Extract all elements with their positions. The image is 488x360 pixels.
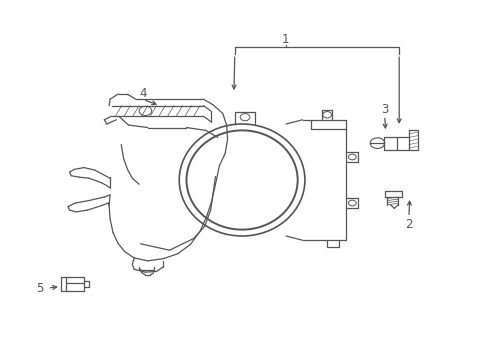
- Text: 3: 3: [380, 103, 387, 116]
- Text: 1: 1: [281, 33, 289, 46]
- Text: 2: 2: [404, 218, 412, 231]
- Text: 5: 5: [37, 282, 44, 294]
- Text: 4: 4: [139, 87, 146, 100]
